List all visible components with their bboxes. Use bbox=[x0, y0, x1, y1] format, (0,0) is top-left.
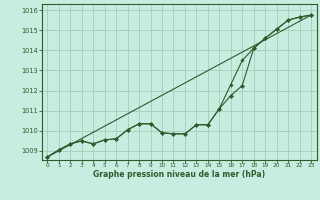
X-axis label: Graphe pression niveau de la mer (hPa): Graphe pression niveau de la mer (hPa) bbox=[93, 170, 265, 179]
